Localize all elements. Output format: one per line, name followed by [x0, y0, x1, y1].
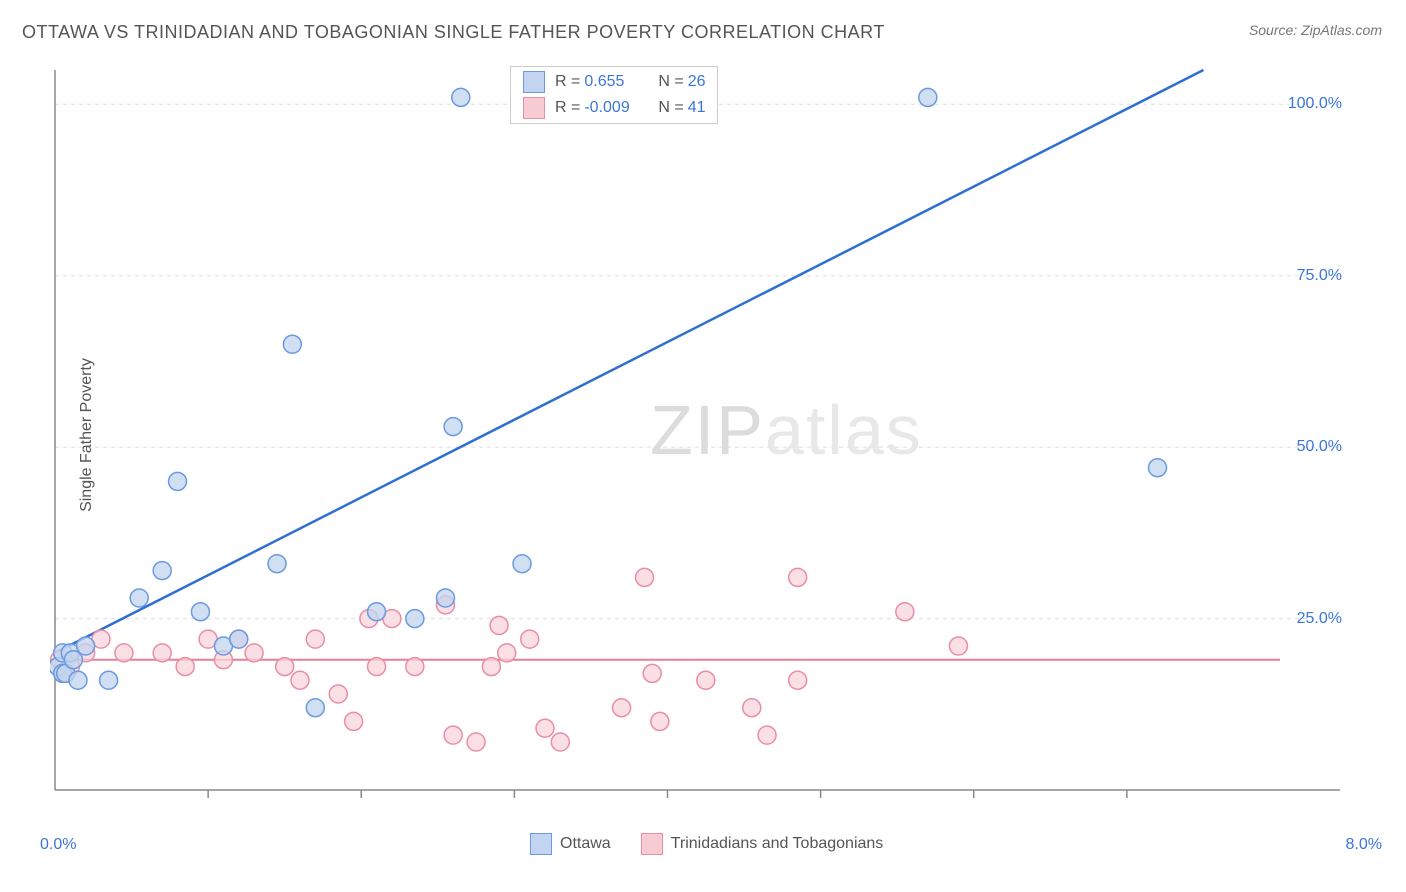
- stats-legend-row: R = 0.655 N = 26: [511, 69, 717, 95]
- r-value: 0.655: [584, 73, 644, 91]
- n-value: 26: [688, 73, 706, 91]
- series-legend: Ottawa Trinidadians and Tobagonians: [530, 833, 913, 855]
- y-axis-label: Single Father Poverty: [78, 358, 96, 512]
- legend-label: Ottawa: [560, 835, 611, 853]
- legend-item: Ottawa: [530, 833, 611, 855]
- y-tick-label: 50.0%: [1297, 438, 1342, 456]
- y-tick-label: 25.0%: [1297, 610, 1342, 628]
- stats-legend-row: R = -0.009 N = 41: [511, 95, 717, 121]
- r-label: R =: [555, 73, 580, 91]
- n-value: 41: [688, 99, 706, 117]
- stats-legend: R = 0.655 N = 26 R = -0.009 N = 41: [510, 66, 718, 124]
- y-tick-label: 75.0%: [1297, 267, 1342, 285]
- legend-swatch-icon: [530, 833, 552, 855]
- chart-plot-area: Single Father Poverty 25.0% 50.0% 75.0% 100…: [50, 60, 1340, 810]
- n-label: N =: [658, 73, 683, 91]
- x-max-label: 8.0%: [1346, 836, 1382, 854]
- r-label: R =: [555, 99, 580, 117]
- y-tick-label: 100.0%: [1288, 95, 1342, 113]
- n-label: N =: [658, 99, 683, 117]
- chart-title: OTTAWA VS TRINIDADIAN AND TOBAGONIAN SIN…: [22, 22, 885, 43]
- legend-item: Trinidadians and Tobagonians: [641, 833, 884, 855]
- scatter-plot-svg: [50, 60, 1340, 810]
- legend-swatch-icon: [523, 71, 545, 93]
- legend-swatch-icon: [641, 833, 663, 855]
- legend-label: Trinidadians and Tobagonians: [671, 835, 884, 853]
- x-min-label: 0.0%: [40, 836, 76, 854]
- source-label: Source: ZipAtlas.com: [1249, 22, 1382, 38]
- r-value: -0.009: [584, 99, 644, 117]
- legend-swatch-icon: [523, 97, 545, 119]
